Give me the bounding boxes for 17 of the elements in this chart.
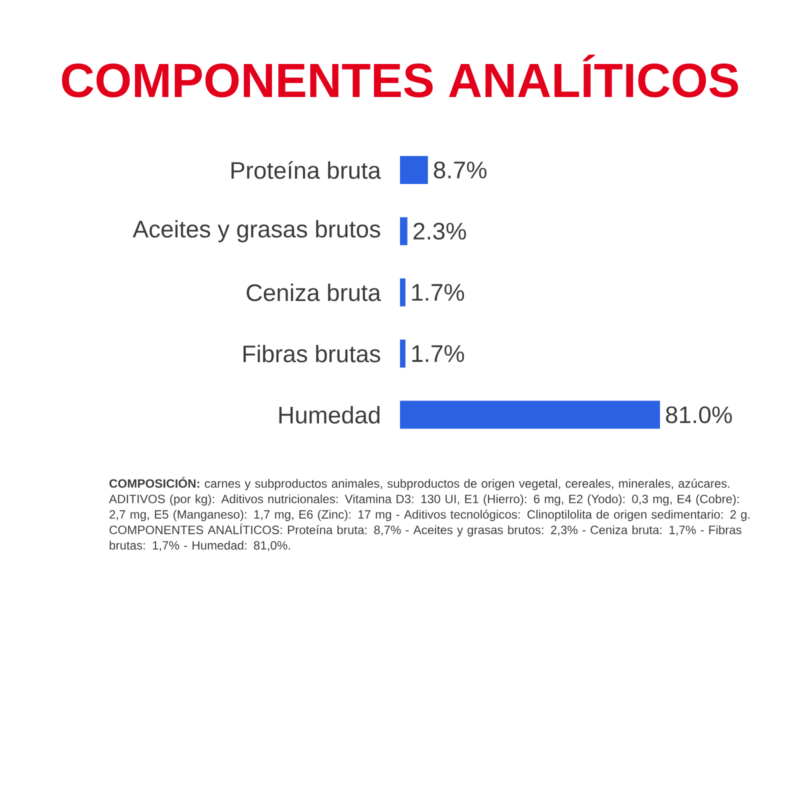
y-tick-label: Ceniza bruta: [246, 284, 381, 302]
bar: [400, 217, 408, 246]
chart-title: COMPONENTES ANALÍTICOS: [62, 54, 738, 98]
bar: [400, 156, 428, 184]
data-label: 81.0%: [666, 406, 732, 424]
bar: [400, 400, 660, 429]
data-label: 1.7%: [412, 284, 464, 301]
bar: [400, 278, 406, 306]
data-label: 1.7%: [412, 345, 464, 362]
y-tick-label: Proteína bruta: [232, 161, 382, 179]
data-label: 2.3%: [414, 222, 466, 240]
text: COMPOSICIÓN: carnes y subproductos animales, subproductos de origen vegetal, cereales, minerales, azúcares. ADITIVOS (por kg): Aditivos nutricionales: Vitamina D3: 130 UI, E1 (Hierro): 6 mg, E2 (Yodo): 0,3 mg, E4 (Cobre): 2,7 mg, E5 (Manganeso): 1,7 mg, E6 (Zinc): 17 mg - Aditivos tecnológicos: Clinoptilolita de origen sedimentario: 2 g. COMPONENTES ANALÍTICOS: Proteína bruta: 8,7% - Aceites y grasas brutos: 2,3% - Ceniza bruta: 1,7% - Fibras brutas: 1,7% - Humedad: 81,0%.: [108, 476, 750, 552]
data-label: 8.7%: [434, 162, 487, 178]
y-tick-label: Aceites y grasas brutos: [132, 220, 380, 242]
y-tick-label: Fibras brutas: [244, 344, 380, 362]
bar: [400, 340, 406, 368]
y-tick-label: Humedad: [279, 406, 380, 424]
